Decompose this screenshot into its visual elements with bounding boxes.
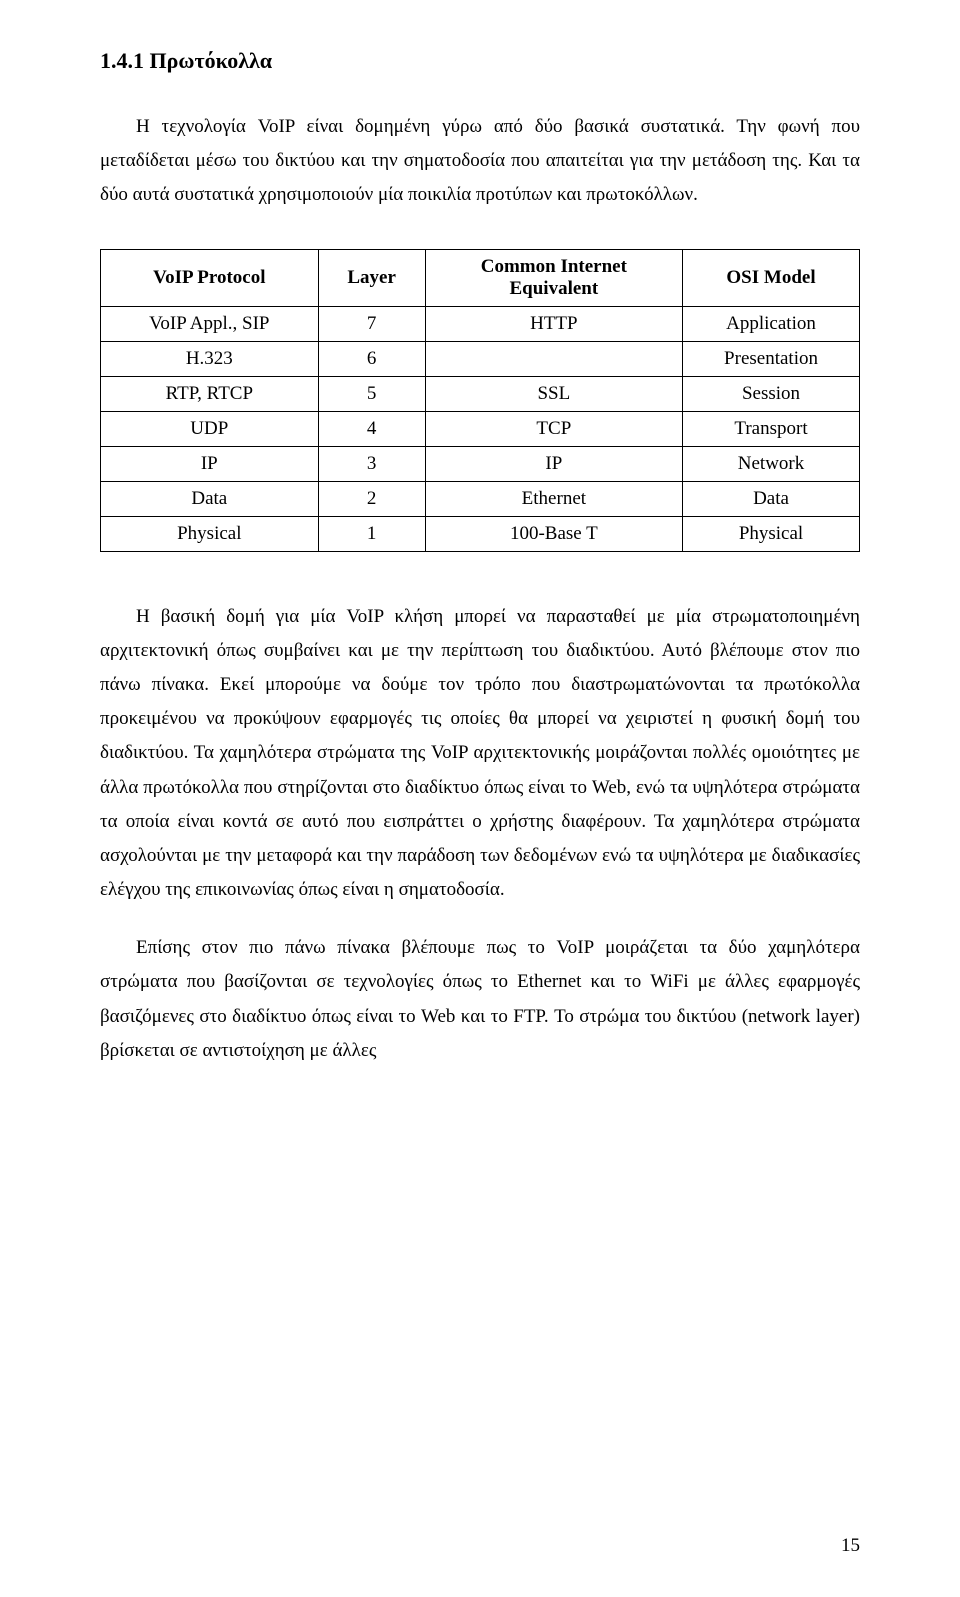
table-cell: H.323 <box>101 341 319 376</box>
table-cell: Data <box>683 481 860 516</box>
page-number: 15 <box>841 1535 860 1557</box>
table-cell: 6 <box>318 341 425 376</box>
table-cell: Data <box>101 481 319 516</box>
table-cell <box>425 341 682 376</box>
table-row: UDP 4 TCP Transport <box>101 411 860 446</box>
table-row: VoIP Appl., SIP 7 HTTP Application <box>101 306 860 341</box>
table-row: H.323 6 Presentation <box>101 341 860 376</box>
table-cell: 4 <box>318 411 425 446</box>
table-cell: Application <box>683 306 860 341</box>
table-header-col3-line2: Equivalent <box>436 278 672 300</box>
table-header-row: VoIP Protocol Layer Common Internet Equi… <box>101 249 860 306</box>
table-row: Physical 1 100-Base T Physical <box>101 516 860 551</box>
table-cell: TCP <box>425 411 682 446</box>
table-cell: HTTP <box>425 306 682 341</box>
table-row: RTP, RTCP 5 SSL Session <box>101 376 860 411</box>
table-cell: Transport <box>683 411 860 446</box>
table-cell: IP <box>101 446 319 481</box>
table-row: IP 3 IP Network <box>101 446 860 481</box>
document-page: 1.4.1 Πρωτόκολλα Η τεχνολογία VoIP είναι… <box>0 0 960 1597</box>
table-cell: VoIP Appl., SIP <box>101 306 319 341</box>
table-cell: Ethernet <box>425 481 682 516</box>
table-cell: Presentation <box>683 341 860 376</box>
table-cell: Physical <box>101 516 319 551</box>
paragraph-2: Η βασική δομή για μία VoIP κλήση μπορεί … <box>100 600 860 908</box>
table-cell: 3 <box>318 446 425 481</box>
table-header-col3-line1: Common Internet <box>436 256 672 278</box>
table-header-col2: Layer <box>318 249 425 306</box>
table-cell: 5 <box>318 376 425 411</box>
table-header-col3: Common Internet Equivalent <box>425 249 682 306</box>
table-cell: SSL <box>425 376 682 411</box>
table-cell: 1 <box>318 516 425 551</box>
section-heading: 1.4.1 Πρωτόκολλα <box>100 48 860 74</box>
table-cell: UDP <box>101 411 319 446</box>
protocol-table: VoIP Protocol Layer Common Internet Equi… <box>100 249 860 552</box>
table-header-col1: VoIP Protocol <box>101 249 319 306</box>
table-cell: Physical <box>683 516 860 551</box>
table-cell: 7 <box>318 306 425 341</box>
paragraph-3: Επίσης στον πιο πάνω πίνακα βλέπουμε πως… <box>100 931 860 1068</box>
table-cell: Network <box>683 446 860 481</box>
table-cell: RTP, RTCP <box>101 376 319 411</box>
table-cell: Session <box>683 376 860 411</box>
table-cell: 2 <box>318 481 425 516</box>
table-cell: IP <box>425 446 682 481</box>
paragraph-1: Η τεχνολογία VoIP είναι δομημένη γύρω απ… <box>100 110 860 213</box>
table-row: Data 2 Ethernet Data <box>101 481 860 516</box>
table-cell: 100-Base T <box>425 516 682 551</box>
table-header-col4: OSI Model <box>683 249 860 306</box>
